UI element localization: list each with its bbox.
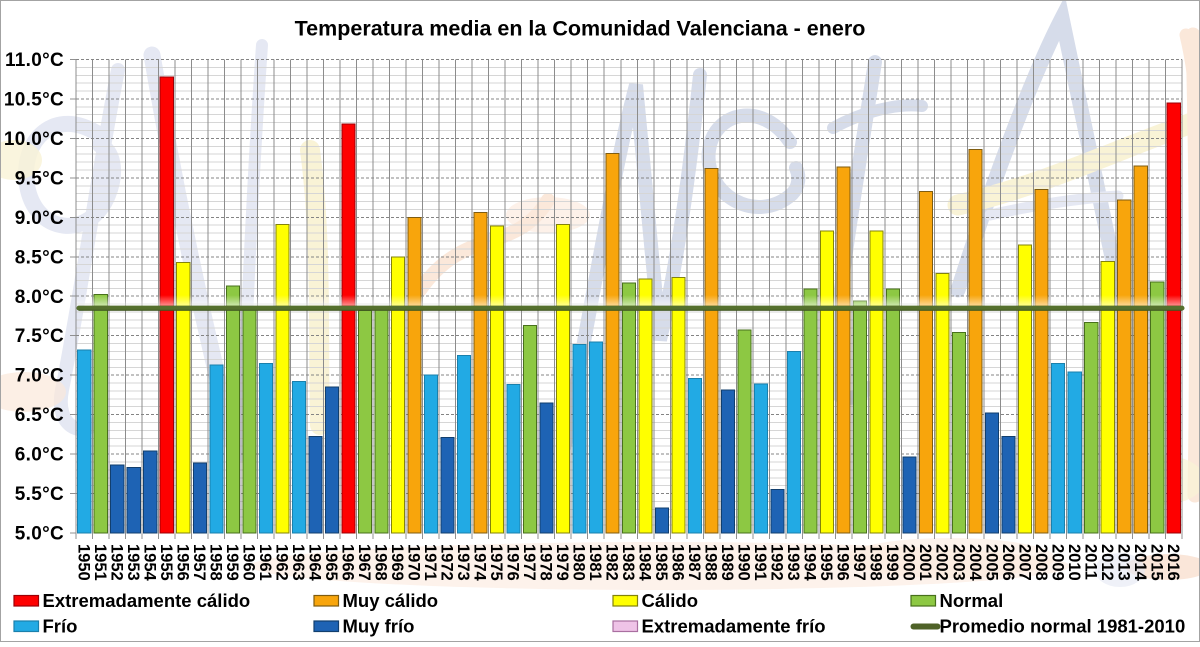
svg-text:1994: 1994 [801,544,819,582]
svg-text:1968: 1968 [371,544,389,581]
svg-text:9.0°C: 9.0°C [15,208,64,229]
svg-text:Extremadamente cálido: Extremadamente cálido [43,590,251,611]
svg-text:Extremadamente frío: Extremadamente frío [642,616,826,637]
svg-text:2012: 2012 [1098,544,1116,581]
svg-text:Frío: Frío [43,616,78,637]
svg-text:1964: 1964 [305,544,323,582]
svg-text:9.5°C: 9.5°C [15,168,64,189]
svg-text:1999: 1999 [883,544,901,581]
svg-text:1978: 1978 [537,544,555,581]
svg-text:1970: 1970 [405,544,423,581]
svg-text:10.0°C: 10.0°C [4,129,64,150]
svg-text:1977: 1977 [520,544,538,581]
svg-text:2000: 2000 [900,544,918,581]
svg-text:1959: 1959 [223,544,241,581]
svg-text:6.0°C: 6.0°C [15,445,64,466]
svg-text:1969: 1969 [388,544,406,581]
svg-text:2009: 2009 [1048,544,1066,581]
svg-text:1987: 1987 [685,544,703,581]
svg-text:8.0°C: 8.0°C [15,287,64,308]
svg-text:Normal: Normal [940,590,1004,611]
svg-text:2005: 2005 [982,544,1000,581]
svg-text:2011: 2011 [1081,544,1099,580]
svg-text:1953: 1953 [124,544,142,581]
svg-text:1960: 1960 [239,544,257,581]
svg-text:2008: 2008 [1032,544,1050,581]
svg-text:1998: 1998 [867,544,885,581]
svg-text:1952: 1952 [107,544,125,581]
svg-text:1973: 1973 [454,544,472,581]
svg-text:1950: 1950 [74,544,92,581]
svg-text:2007: 2007 [1015,544,1033,581]
svg-text:2013: 2013 [1114,544,1132,581]
svg-text:Muy frío: Muy frío [343,616,415,637]
svg-text:1992: 1992 [768,544,786,581]
svg-text:1957: 1957 [190,544,208,581]
svg-text:1986: 1986 [669,544,687,581]
svg-text:1975: 1975 [487,544,505,581]
svg-text:6.5°C: 6.5°C [15,405,64,426]
svg-text:2016: 2016 [1164,544,1182,581]
svg-text:2015: 2015 [1147,544,1165,581]
svg-text:1984: 1984 [636,544,654,582]
svg-text:1955: 1955 [157,544,175,581]
svg-text:1985: 1985 [652,544,670,581]
svg-text:8.5°C: 8.5°C [15,247,64,268]
svg-text:1989: 1989 [718,544,736,581]
svg-text:11.0°C: 11.0°C [5,50,64,71]
svg-text:1971: 1971 [421,544,439,581]
svg-text:1988: 1988 [702,544,720,581]
svg-text:2014: 2014 [1131,544,1149,582]
svg-text:1976: 1976 [504,544,522,581]
svg-text:7.5°C: 7.5°C [15,326,64,347]
svg-text:1980: 1980 [570,544,588,581]
svg-text:2001: 2001 [916,544,934,581]
svg-text:Temperatura media en la Comuni: Temperatura media en la Comunidad Valenc… [295,17,866,41]
svg-text:Promedio normal 1981-2010: Promedio normal 1981-2010 [940,616,1186,637]
svg-text:1996: 1996 [834,544,852,581]
svg-text:1962: 1962 [272,544,290,581]
svg-text:2003: 2003 [949,544,967,581]
svg-text:1991: 1991 [751,544,769,581]
svg-text:1972: 1972 [438,544,456,581]
svg-text:1966: 1966 [338,544,356,581]
svg-text:1961: 1961 [256,544,274,581]
svg-text:1993: 1993 [784,544,802,581]
svg-text:1995: 1995 [817,544,835,581]
svg-text:2004: 2004 [966,544,984,582]
svg-text:1958: 1958 [206,544,224,581]
svg-text:2010: 2010 [1065,544,1083,581]
svg-text:1982: 1982 [603,544,621,581]
svg-text:1997: 1997 [850,544,868,581]
svg-text:1990: 1990 [735,544,753,581]
svg-text:1965: 1965 [322,544,340,581]
svg-text:10.5°C: 10.5°C [4,90,64,111]
svg-text:1956: 1956 [173,544,191,581]
svg-text:1967: 1967 [355,544,373,581]
svg-text:1974: 1974 [471,544,489,582]
svg-text:7.0°C: 7.0°C [15,366,64,387]
svg-text:1954: 1954 [140,544,158,582]
svg-text:1979: 1979 [553,544,571,581]
svg-text:1951: 1951 [91,544,109,581]
svg-text:1981: 1981 [586,544,604,581]
svg-text:Cálido: Cálido [642,590,699,611]
svg-text:5.0°C: 5.0°C [15,524,64,545]
svg-text:2002: 2002 [933,544,951,581]
svg-text:1963: 1963 [289,544,307,581]
svg-text:5.5°C: 5.5°C [15,484,64,505]
svg-text:1983: 1983 [619,544,637,581]
svg-text:2006: 2006 [999,544,1017,581]
svg-text:Muy cálido: Muy cálido [343,590,439,611]
